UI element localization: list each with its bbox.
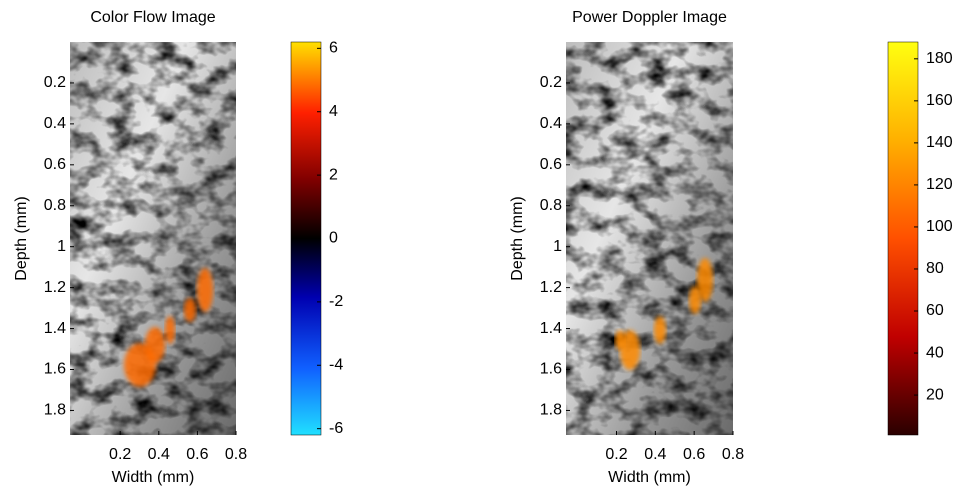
colorbar-tick-label: 160	[926, 92, 953, 109]
y-tick-label: 1.6	[540, 361, 562, 378]
y-tick-label: 0.2	[540, 74, 562, 91]
y-tick-label: 0.4	[540, 115, 562, 132]
colorbar	[290, 41, 322, 436]
x-tick-label: 0.2	[109, 446, 131, 463]
flow-region	[184, 298, 196, 322]
flow-region	[689, 286, 701, 314]
colorbar-tick-label: 180	[926, 50, 953, 67]
y-tick-label: 1	[57, 238, 66, 255]
colorbar-tick-label: 60	[926, 302, 944, 319]
chart-title: Color Flow Image	[90, 9, 215, 26]
flow-region	[654, 316, 666, 344]
y-tick-label: 1.8	[44, 402, 66, 419]
y-tick-label: 1	[553, 238, 562, 255]
colorbar-tick-label: -2	[329, 293, 343, 310]
colorbar	[887, 41, 919, 436]
x-tick-label: 0.6	[683, 446, 705, 463]
y-tick-label: 1.2	[540, 279, 562, 296]
colorbar-tick-label: 6	[329, 40, 338, 57]
x-tick-label: 0.8	[225, 446, 247, 463]
flow-region	[697, 258, 713, 302]
x-tick-label: 0.4	[148, 446, 170, 463]
x-axis-label: Width (mm)	[112, 469, 195, 486]
y-axis-label: Depth (mm)	[13, 196, 30, 280]
colorbar-tick-label: 20	[926, 386, 944, 403]
colorbar-tick-label: 100	[926, 218, 953, 235]
y-tick-label: 1.8	[540, 402, 562, 419]
y-tick-label: 0.6	[44, 156, 66, 173]
x-tick-label: 0.4	[644, 446, 666, 463]
colorbar-tick-label: 0	[329, 230, 338, 247]
y-tick-label: 0.4	[44, 115, 66, 132]
y-tick-label: 1.2	[44, 279, 66, 296]
colorbar-tick-label: -6	[329, 420, 343, 437]
y-tick-label: 0.8	[44, 197, 66, 214]
y-tick-label: 1.4	[44, 320, 66, 337]
colorbar-tick-label: -4	[329, 356, 343, 373]
y-tick-label: 0.6	[540, 156, 562, 173]
chart-title: Power Doppler Image	[572, 9, 727, 26]
y-tick-label: 0.2	[44, 74, 66, 91]
x-tick-label: 0.8	[722, 446, 744, 463]
colorbar-tick-label: 40	[926, 344, 944, 361]
x-tick-label: 0.6	[186, 446, 208, 463]
colorbar-tick-label: 4	[329, 103, 338, 120]
y-tick-label: 1.4	[540, 320, 562, 337]
y-axis-label: Depth (mm)	[509, 196, 526, 280]
y-tick-label: 1.6	[44, 361, 66, 378]
colorbar-tick-label: 2	[329, 166, 338, 183]
x-tick-label: 0.2	[605, 446, 627, 463]
flow-region	[165, 316, 175, 344]
flow-region	[145, 327, 165, 363]
colorbar-tick-label: 140	[926, 134, 953, 151]
flow-region	[197, 268, 213, 312]
speckle-texture	[566, 42, 733, 435]
flow-region	[615, 330, 625, 350]
colorbar-tick-label: 80	[926, 260, 944, 277]
x-axis-label: Width (mm)	[608, 469, 691, 486]
colorbar-tick-label: 120	[926, 176, 953, 193]
y-tick-label: 0.8	[540, 197, 562, 214]
